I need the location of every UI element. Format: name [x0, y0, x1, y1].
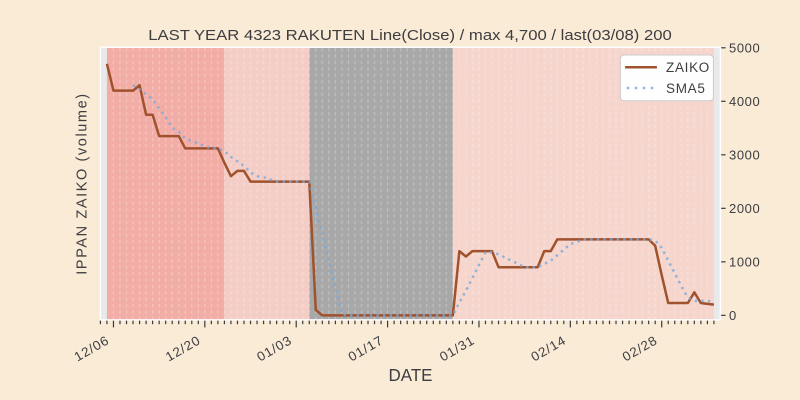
svg-text:5000: 5000	[729, 40, 760, 55]
svg-text:DATE: DATE	[389, 365, 433, 385]
svg-text:SMA5: SMA5	[666, 81, 706, 96]
svg-text:ZAIKO: ZAIKO	[666, 60, 710, 75]
svg-text:1000: 1000	[729, 254, 760, 269]
svg-text:0: 0	[729, 308, 737, 323]
svg-text:IPPAN ZAIKO (volume): IPPAN ZAIKO (volume)	[75, 92, 91, 274]
svg-text:LAST YEAR 4323 RAKUTEN Line(Cl: LAST YEAR 4323 RAKUTEN Line(Close) / max…	[148, 27, 672, 44]
svg-text:2000: 2000	[729, 201, 760, 216]
svg-text:3000: 3000	[729, 147, 760, 162]
svg-text:4000: 4000	[729, 94, 760, 109]
